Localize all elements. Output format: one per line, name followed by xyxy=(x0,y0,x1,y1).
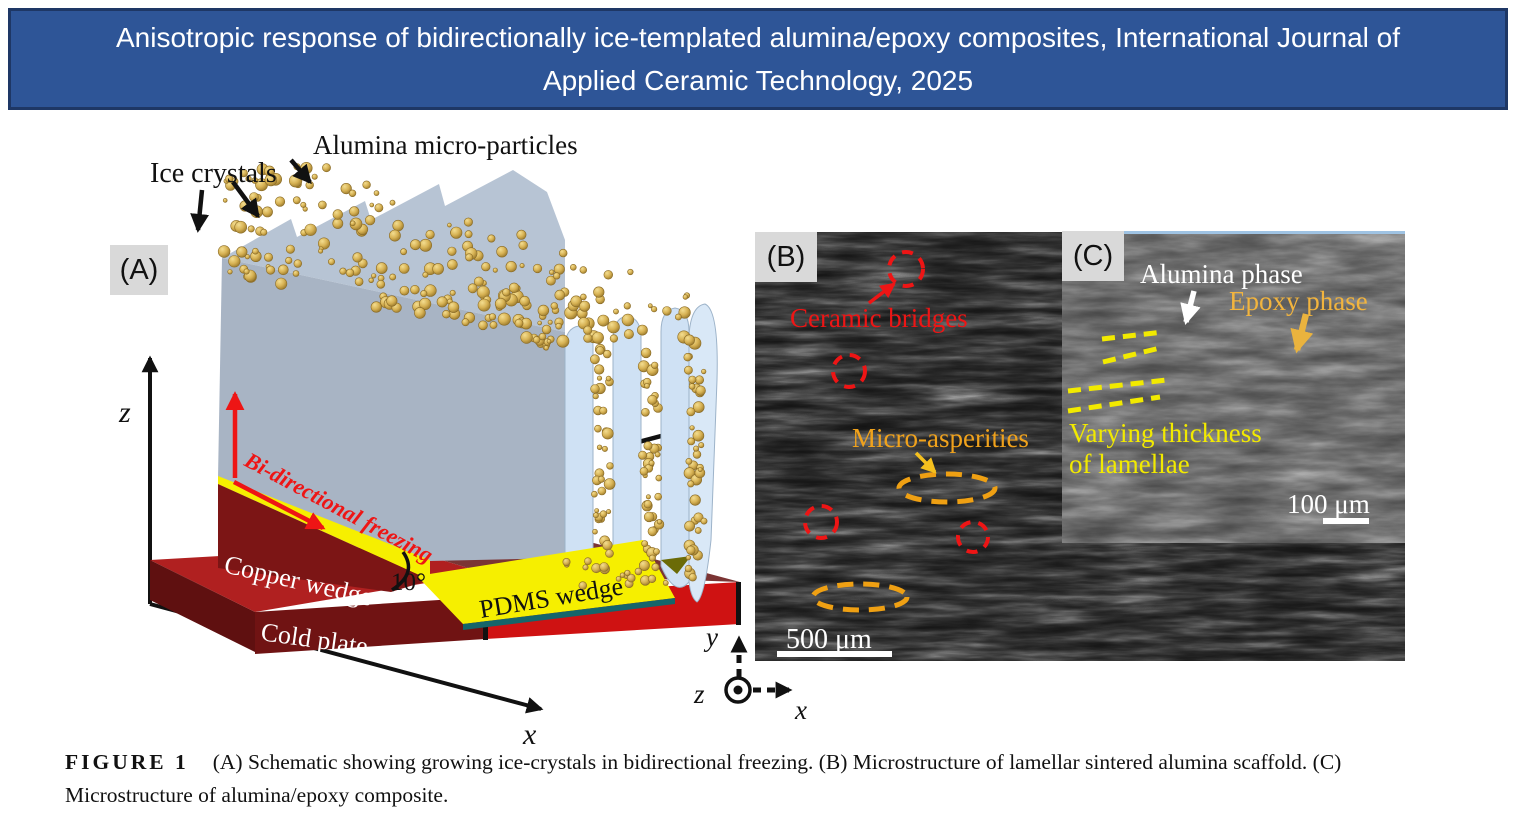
alumina-particles-arrow xyxy=(289,158,312,185)
ice-crystals-label: Ice crystals xyxy=(150,158,277,189)
title-banner: Anisotropic response of bidirectionally … xyxy=(8,8,1508,110)
figure-caption-tag: FIGURE 1 xyxy=(65,750,189,774)
alumina-particles-label: Alumina micro-particles xyxy=(313,130,578,160)
axis-z-label: z xyxy=(118,396,131,429)
figure-caption-text: (A) Schematic showing growing ice-crysta… xyxy=(65,750,1342,807)
b-axis-x-label: x xyxy=(794,695,807,725)
panel-c-label: (C) xyxy=(1062,231,1124,281)
axis-x-label: x xyxy=(522,718,537,750)
wedge-angle-label: 10° xyxy=(391,569,426,596)
panel-c-label-text: (C) xyxy=(1072,239,1114,272)
panel-a-label-text: (A) xyxy=(119,253,159,286)
paper-title: Anisotropic response of bidirectionally … xyxy=(115,21,1401,96)
panel-a-label: (A) xyxy=(110,245,168,295)
panel-b-label-text: (B) xyxy=(766,240,806,273)
figure-caption: FIGURE 1 (A) Schematic showing growing ic… xyxy=(65,746,1473,811)
ice-crystals-arrow-1 xyxy=(190,189,210,233)
lamella-front-face xyxy=(218,258,565,561)
panel-b-label: (B) xyxy=(755,232,817,282)
pdms-wedge-shape xyxy=(417,540,691,630)
ice-crystals-arrow-2 xyxy=(231,180,260,219)
panel-a-schematic: z x y xyxy=(118,130,741,750)
angle-arc xyxy=(391,550,411,592)
copper-wedge-shape xyxy=(218,484,430,592)
freezing-arrow-diag xyxy=(232,480,326,530)
alumina-particles-cloud xyxy=(217,161,708,590)
